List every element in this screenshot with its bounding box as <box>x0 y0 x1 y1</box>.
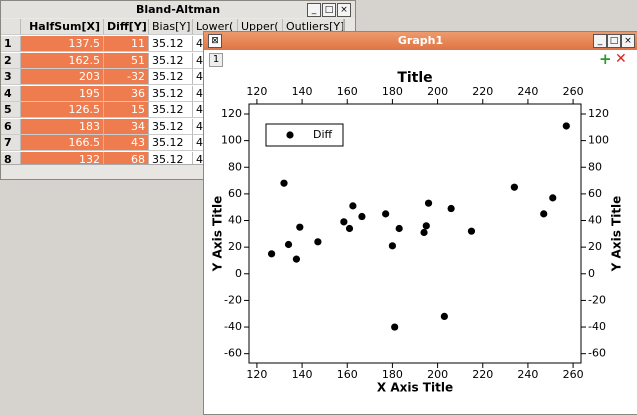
cell: 137.5 <box>21 36 104 52</box>
row-header: 1 <box>1 36 21 52</box>
cell: 35.12 <box>149 102 193 118</box>
row-header: 4 <box>1 85 21 102</box>
layer-tab[interactable]: 1 <box>209 53 223 67</box>
window-title: Graph1 <box>397 34 444 47</box>
row-header: 3 <box>1 69 21 85</box>
cell: 15 <box>104 102 149 118</box>
maximize-button[interactable]: □ <box>607 34 621 48</box>
row-header: 2 <box>1 52 21 69</box>
cell: 162.5 <box>21 52 104 69</box>
cell: 132 <box>21 151 104 164</box>
cell: 11 <box>104 36 149 52</box>
cell: 68 <box>104 151 149 164</box>
cell: 35.12 <box>149 52 193 69</box>
window-menu-button[interactable]: ⊠ <box>208 34 222 48</box>
close-button[interactable]: × <box>621 34 635 48</box>
cell: -32 <box>104 69 149 85</box>
cell: 51 <box>104 52 149 69</box>
row-header: 5 <box>1 102 21 118</box>
cell: 126.5 <box>21 102 104 118</box>
cell: 35.12 <box>149 85 193 102</box>
cell: 183 <box>21 118 104 135</box>
cell: 35.12 <box>149 151 193 164</box>
cell: 35.12 <box>149 69 193 85</box>
close-button[interactable]: × <box>337 3 351 17</box>
minimize-button[interactable]: _ <box>307 3 321 17</box>
cell: 35.12 <box>149 118 193 135</box>
cell: 35.12 <box>149 135 193 151</box>
corner <box>1 19 21 35</box>
cell: 203 <box>21 69 104 85</box>
column-header: Diff[Y] <box>104 19 149 35</box>
minimize-button[interactable]: _ <box>593 34 607 48</box>
cell: 43 <box>104 135 149 151</box>
cell: 195 <box>21 85 104 102</box>
column-header: Bias[Y] <box>149 19 193 35</box>
column-header: HalfSum[X] <box>21 19 104 35</box>
graph-window: Graph1 ⊠ _ □ × 1 + ✕ <box>203 31 637 415</box>
add-button[interactable]: + <box>599 50 612 68</box>
cell: 166.5 <box>21 135 104 151</box>
row-header: 6 <box>1 118 21 135</box>
row-header: 8 <box>1 151 21 164</box>
title-bar: Bland-Altman <box>1 1 355 18</box>
cell: 34 <box>104 118 149 135</box>
delete-button[interactable]: ✕ <box>615 51 627 67</box>
maximize-button[interactable]: □ <box>322 3 336 17</box>
title-bar: Graph1 <box>204 32 637 50</box>
row-header: 7 <box>1 135 21 151</box>
cell: 35.12 <box>149 36 193 52</box>
cell: 36 <box>104 85 149 102</box>
window-title: Bland-Altman <box>135 3 221 16</box>
